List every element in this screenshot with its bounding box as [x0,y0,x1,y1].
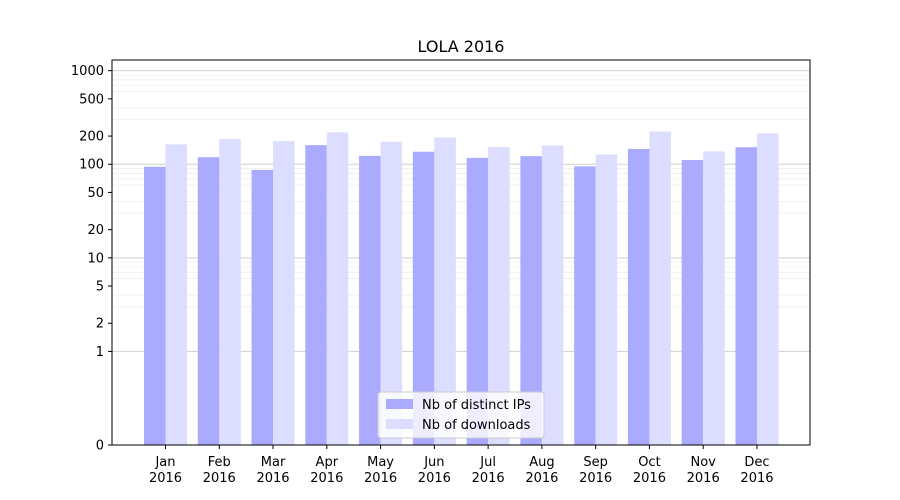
y-tick-label: 20 [87,223,104,238]
bar-downloads [380,141,403,445]
bar-downloads [488,146,510,446]
x-axis: Jan 2016 Feb 2016 Mar 2016 Apr 2016 May 2016 Jun 20… [149,445,774,486]
x-tick-label: Oct 2016 [633,455,666,486]
x-tick-label: Jul 2016 [472,455,505,486]
bar-distinct-ips [681,160,704,445]
bar-downloads [434,137,456,446]
y-tick-label: 10 [87,251,104,266]
bar-downloads [219,139,241,445]
x-tick-label: Aug 2016 [525,455,558,486]
y-tick-label: 0 [96,439,104,454]
bar-downloads [541,145,564,445]
bar-distinct-ips [520,156,542,445]
bar-downloads [756,133,779,445]
x-tick-label: Jan 2016 [149,455,182,486]
bar-downloads [595,154,618,445]
legend-label: Nb of downloads [422,418,531,433]
bar-downloads [703,151,725,446]
y-tick-label: 5 [96,280,104,295]
bar-distinct-ips [466,157,489,446]
y-tick-label: 200 [79,130,104,145]
legend: Nb of distinct IPs Nb of downloads [377,391,545,439]
x-tick-label: Jun 2016 [418,455,451,486]
x-tick-label: Sep 2016 [579,455,612,486]
bars [144,131,779,446]
bar-downloads [326,132,349,446]
bar-distinct-ips [144,166,166,446]
bar-distinct-ips [305,145,327,445]
y-tick-label: 1 [96,345,104,360]
bar-distinct-ips [359,155,381,445]
bar-distinct-ips [251,169,274,445]
legend-swatch [386,419,413,429]
bar-downloads [649,131,671,446]
bar-downloads [165,144,187,445]
x-tick-label: May 2016 [364,455,397,486]
bar-downloads [273,141,295,446]
x-tick-label: Nov 2016 [687,455,720,486]
y-tick-label: 2 [96,317,104,332]
y-tick-label: 500 [79,92,104,107]
bar-distinct-ips [412,151,435,445]
x-tick-label: Apr 2016 [310,455,343,486]
legend-label: Nb of distinct IPs [422,398,531,413]
bar-distinct-ips [574,166,596,445]
bar-distinct-ips [735,147,757,445]
y-axis: 0 1 2 5 10 20 50 100 200 500 1000 [71,64,112,454]
x-tick-label: Dec 2016 [740,455,773,486]
y-tick-label: 1000 [71,64,104,79]
x-tick-label: Mar 2016 [256,455,289,486]
chart-title: LOLA 2016 [418,37,505,56]
y-tick-label: 50 [87,186,104,201]
y-tick-label: 100 [79,158,104,173]
legend-swatch [386,399,413,409]
legend-box [377,391,545,439]
bar-distinct-ips [197,157,220,445]
plot-frame [111,59,811,446]
bar-distinct-ips [627,148,650,445]
x-tick-label: Feb 2016 [203,455,236,486]
